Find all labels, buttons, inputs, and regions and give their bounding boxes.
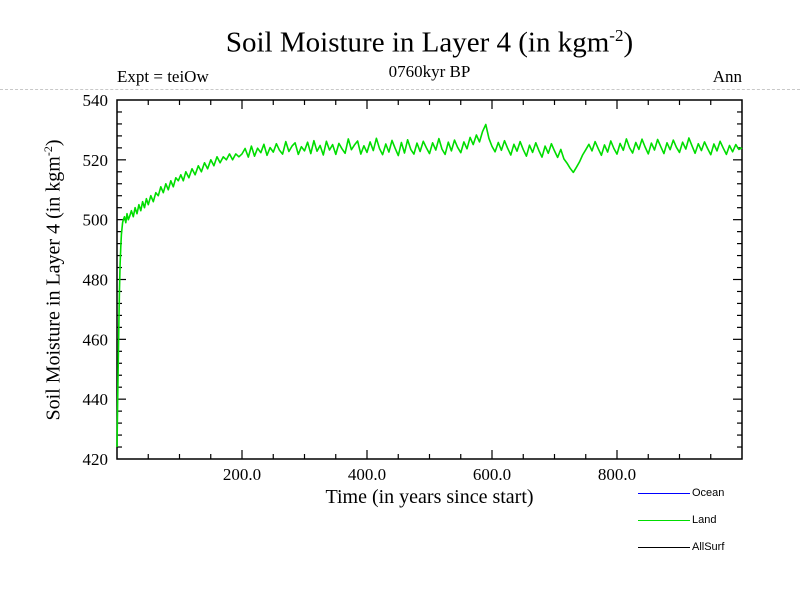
x-tick-label: 600.0 <box>473 465 511 484</box>
x-tick-label: 200.0 <box>223 465 261 484</box>
legend-label-land: Land <box>692 514 717 526</box>
legend-row-ocean: Ocean <box>638 486 788 500</box>
axis-ticks <box>117 100 742 459</box>
y-tick-label: 420 <box>83 450 109 469</box>
y-tick-label: 520 <box>83 151 109 170</box>
x-tick-label: 400.0 <box>348 465 386 484</box>
y-tick-label: 480 <box>83 271 109 290</box>
experiment-label: Expt = teiOw <box>117 67 209 86</box>
y-tick-label: 460 <box>83 330 109 349</box>
legend-label-ocean: Ocean <box>692 487 725 499</box>
legend-label-allsurf: AllSurf <box>692 541 725 553</box>
legend-row-allsurf: AllSurf <box>638 540 788 554</box>
chart-subtitle: 0760kyr BP <box>388 62 471 81</box>
legend: Ocean Land AllSurf <box>638 486 788 567</box>
legend-line-allsurf <box>638 546 690 548</box>
x-tick-label: 800.0 <box>598 465 636 484</box>
chart-title: Soil Moisture in Layer 4 (in kgm-2) <box>117 26 742 60</box>
x-axis-label: Time (in years since start) <box>325 486 534 508</box>
axis-tick-labels: 200.0 400.0 600.0 800.0 420 440 460 480 500 520 54… <box>83 91 637 484</box>
chart-title-superscript: -2 <box>609 26 624 45</box>
y-tick-label: 540 <box>83 91 109 110</box>
annual-mean-label: Ann <box>712 67 742 86</box>
header-divider-line <box>0 89 800 90</box>
legend-line-ocean <box>638 492 690 494</box>
legend-row-land: Land <box>638 513 788 527</box>
data-series-lines <box>116 123 743 448</box>
legend-line-land <box>638 519 690 521</box>
series-line-land <box>116 123 743 448</box>
chart-title-close: ) <box>623 26 634 59</box>
y-tick-label: 440 <box>83 390 109 409</box>
chart-title-text: Soil Moisture in Layer 4 (in kgm <box>225 26 610 59</box>
y-tick-label: 500 <box>83 211 109 230</box>
